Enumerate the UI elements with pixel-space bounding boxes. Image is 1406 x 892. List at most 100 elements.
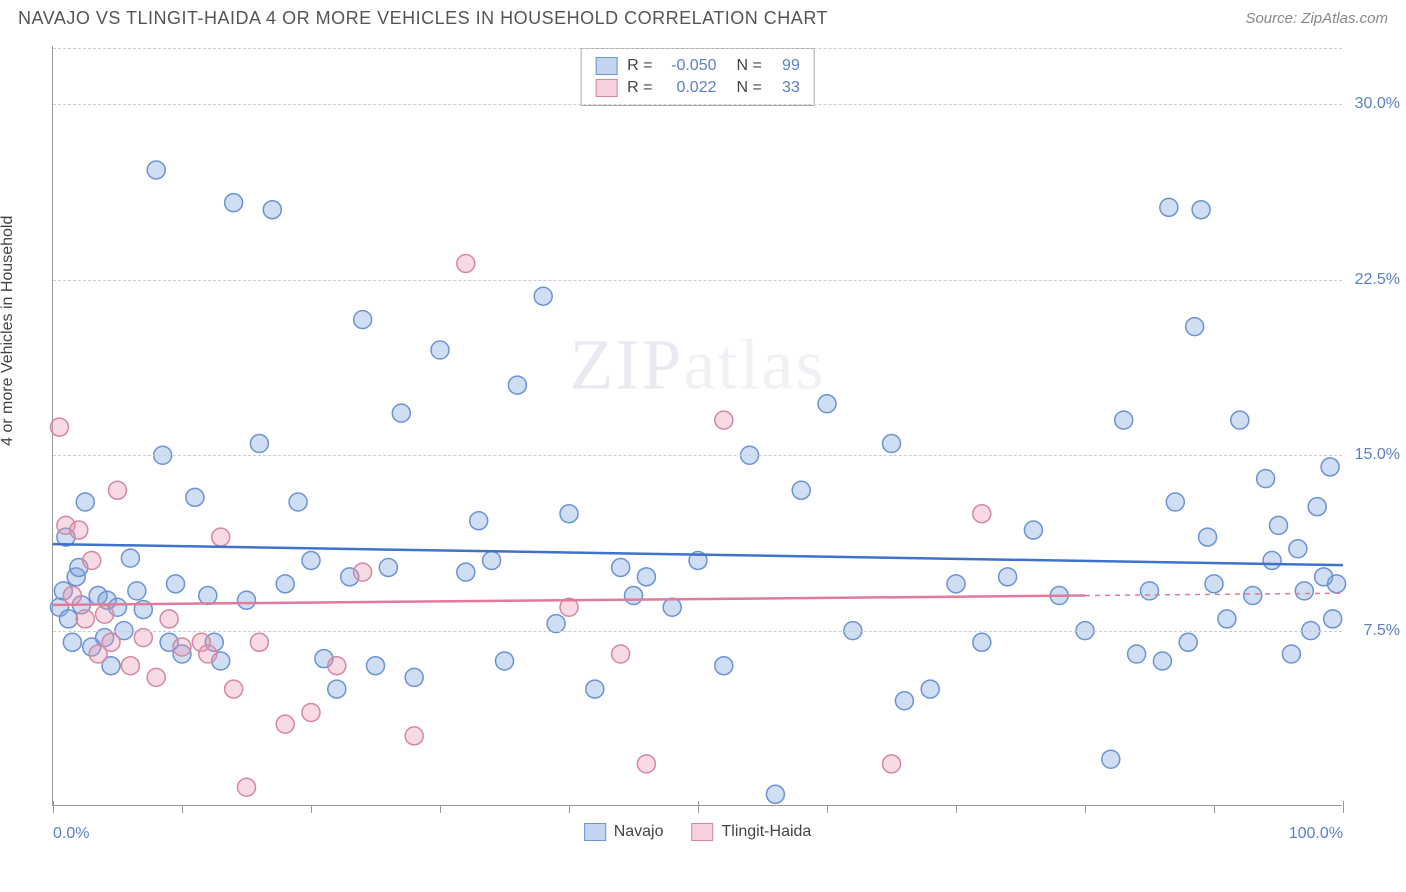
data-point xyxy=(1282,645,1300,663)
data-point xyxy=(431,341,449,359)
data-point xyxy=(1166,493,1184,511)
y-axis-label: 4 or more Vehicles in Household xyxy=(0,216,17,446)
data-point xyxy=(225,194,243,212)
x-tick xyxy=(182,805,183,813)
y-tick-label: 30.0% xyxy=(1355,95,1400,113)
data-point xyxy=(1186,318,1204,336)
legend-series-label: Navajo xyxy=(614,823,664,841)
chart-header: NAVAJO VS TLINGIT-HAIDA 4 OR MORE VEHICL… xyxy=(0,0,1406,33)
data-point xyxy=(1205,575,1223,593)
n-label: N = xyxy=(737,79,762,97)
data-point xyxy=(147,161,165,179)
data-point xyxy=(96,605,114,623)
x-tick xyxy=(1214,805,1215,813)
data-point xyxy=(173,638,191,656)
data-point xyxy=(263,201,281,219)
data-point xyxy=(147,668,165,686)
data-point xyxy=(354,311,372,329)
data-point xyxy=(637,568,655,586)
data-point xyxy=(238,778,256,796)
x-tick xyxy=(569,805,570,813)
legend-stat-row: R = 0.022 N = 33 xyxy=(595,77,800,99)
data-point xyxy=(534,287,552,305)
legend-swatch xyxy=(595,57,617,75)
legend-series-item: Tlingit-Haida xyxy=(692,823,812,841)
data-point xyxy=(1024,521,1042,539)
data-point xyxy=(328,657,346,675)
n-label: N = xyxy=(737,57,762,75)
r-value: 0.022 xyxy=(663,79,717,97)
data-point xyxy=(1141,582,1159,600)
data-point xyxy=(59,610,77,628)
data-point xyxy=(63,633,81,651)
legend-series-item: Navajo xyxy=(584,823,664,841)
y-tick-label: 7.5% xyxy=(1364,622,1400,640)
legend-series: Navajo Tlingit-Haida xyxy=(584,823,812,841)
scatter-svg xyxy=(53,46,1342,805)
data-point xyxy=(973,505,991,523)
data-point xyxy=(792,481,810,499)
data-point xyxy=(289,493,307,511)
gridline xyxy=(53,631,1342,632)
data-point xyxy=(405,727,423,745)
data-point xyxy=(121,657,139,675)
data-point xyxy=(167,575,185,593)
x-tick xyxy=(311,805,312,813)
data-point xyxy=(63,587,81,605)
data-point xyxy=(560,505,578,523)
data-point xyxy=(612,558,630,576)
data-point xyxy=(128,582,146,600)
gridline xyxy=(53,455,1342,456)
data-point xyxy=(70,521,88,539)
r-label: R = xyxy=(627,57,652,75)
chart-plot-area: ZIPatlas R =-0.050N =99R =0.022N =33 Nav… xyxy=(52,46,1342,806)
gridline xyxy=(53,48,1342,49)
data-point xyxy=(160,610,178,628)
data-point xyxy=(1218,610,1236,628)
data-point xyxy=(1308,498,1326,516)
data-point xyxy=(1321,458,1339,476)
data-point xyxy=(199,587,217,605)
data-point xyxy=(457,563,475,581)
legend-swatch xyxy=(584,823,606,841)
legend-stat-row: R =-0.050N =99 xyxy=(595,55,800,77)
x-tick xyxy=(440,805,441,813)
data-point xyxy=(1289,540,1307,558)
gridline xyxy=(53,280,1342,281)
data-point xyxy=(121,549,139,567)
data-point xyxy=(238,591,256,609)
data-point xyxy=(1263,551,1281,569)
data-point xyxy=(405,668,423,686)
x-tick xyxy=(698,801,699,813)
r-label: R = xyxy=(627,79,652,97)
data-point xyxy=(50,418,68,436)
data-point xyxy=(612,645,630,663)
x-tick xyxy=(1085,805,1086,813)
data-point xyxy=(102,633,120,651)
data-point xyxy=(250,633,268,651)
data-point xyxy=(250,435,268,453)
r-value: -0.050 xyxy=(663,57,717,75)
data-point xyxy=(766,785,784,803)
data-point xyxy=(973,633,991,651)
data-point xyxy=(354,563,372,581)
data-point xyxy=(1160,198,1178,216)
data-point xyxy=(1295,582,1313,600)
data-point xyxy=(1192,201,1210,219)
data-point xyxy=(818,395,836,413)
data-point xyxy=(392,404,410,422)
data-point xyxy=(199,645,217,663)
x-tick xyxy=(956,805,957,813)
data-point xyxy=(586,680,604,698)
data-point xyxy=(483,551,501,569)
data-point xyxy=(1328,575,1346,593)
n-value: 33 xyxy=(772,79,800,97)
data-point xyxy=(1231,411,1249,429)
data-point xyxy=(883,755,901,773)
data-point xyxy=(1257,470,1275,488)
gridline xyxy=(53,104,1342,105)
data-point xyxy=(663,598,681,616)
data-point xyxy=(457,254,475,272)
data-point xyxy=(470,512,488,530)
data-point xyxy=(715,411,733,429)
